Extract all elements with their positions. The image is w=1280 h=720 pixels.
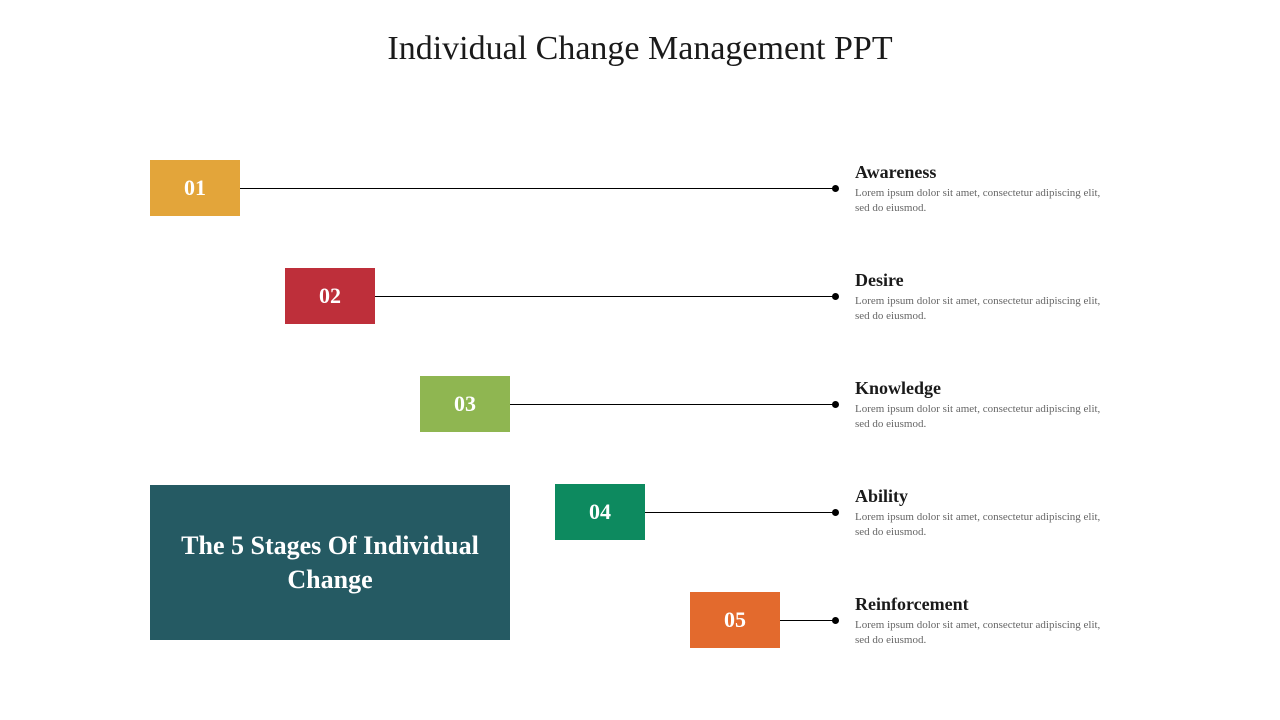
- stage-description: Lorem ipsum dolor sit amet, consectetur …: [855, 186, 1115, 216]
- stage-text: Ability Lorem ipsum dolor sit amet, conse…: [855, 486, 1115, 540]
- stage-heading: Ability: [855, 486, 1115, 507]
- stage-row: 02 Desire Lorem ipsum dolor sit amet, cons…: [0, 268, 1280, 324]
- stage-heading: Knowledge: [855, 378, 1115, 399]
- stage-row: 04 Ability Lorem ipsum dolor sit amet, con…: [0, 484, 1280, 540]
- slide-title: Individual Change Management PPT: [0, 30, 1280, 68]
- stage-row: 05 Reinforcement Lorem ipsum dolor sit ame…: [0, 592, 1280, 648]
- connector-line: [240, 188, 835, 189]
- stage-text: Awareness Lorem ipsum dolor sit amet, con…: [855, 162, 1115, 216]
- stage-row: 03 Knowledge Lorem ipsum dolor sit amet, c…: [0, 376, 1280, 432]
- connector-dot: [832, 293, 839, 300]
- stage-number: 05: [724, 607, 746, 633]
- stage-text: Knowledge Lorem ipsum dolor sit amet, con…: [855, 378, 1115, 432]
- stage-text: Reinforcement Lorem ipsum dolor sit amet,…: [855, 594, 1115, 648]
- stage-number: 01: [184, 175, 206, 201]
- connector-line: [375, 296, 835, 297]
- stage-heading: Reinforcement: [855, 594, 1115, 615]
- connector-dot: [832, 509, 839, 516]
- connector-dot: [832, 617, 839, 624]
- stage-number-box: 05: [690, 592, 780, 648]
- stage-description: Lorem ipsum dolor sit amet, consectetur …: [855, 294, 1115, 324]
- stage-number-box: 03: [420, 376, 510, 432]
- stage-heading: Awareness: [855, 162, 1115, 183]
- stage-number-box: 02: [285, 268, 375, 324]
- connector-line: [780, 620, 835, 621]
- stage-description: Lorem ipsum dolor sit amet, consectetur …: [855, 618, 1115, 648]
- stage-description: Lorem ipsum dolor sit amet, consectetur …: [855, 510, 1115, 540]
- stage-number-box: 01: [150, 160, 240, 216]
- stage-description: Lorem ipsum dolor sit amet, consectetur …: [855, 402, 1115, 432]
- stage-text: Desire Lorem ipsum dolor sit amet, consec…: [855, 270, 1115, 324]
- stage-number: 02: [319, 283, 341, 309]
- connector-line: [645, 512, 835, 513]
- stage-number: 03: [454, 391, 476, 417]
- stage-heading: Desire: [855, 270, 1115, 291]
- stage-number-box: 04: [555, 484, 645, 540]
- connector-line: [510, 404, 835, 405]
- stage-row: 01 Awareness Lorem ipsum dolor sit amet, c…: [0, 160, 1280, 216]
- stage-number: 04: [589, 499, 611, 525]
- connector-dot: [832, 401, 839, 408]
- connector-dot: [832, 185, 839, 192]
